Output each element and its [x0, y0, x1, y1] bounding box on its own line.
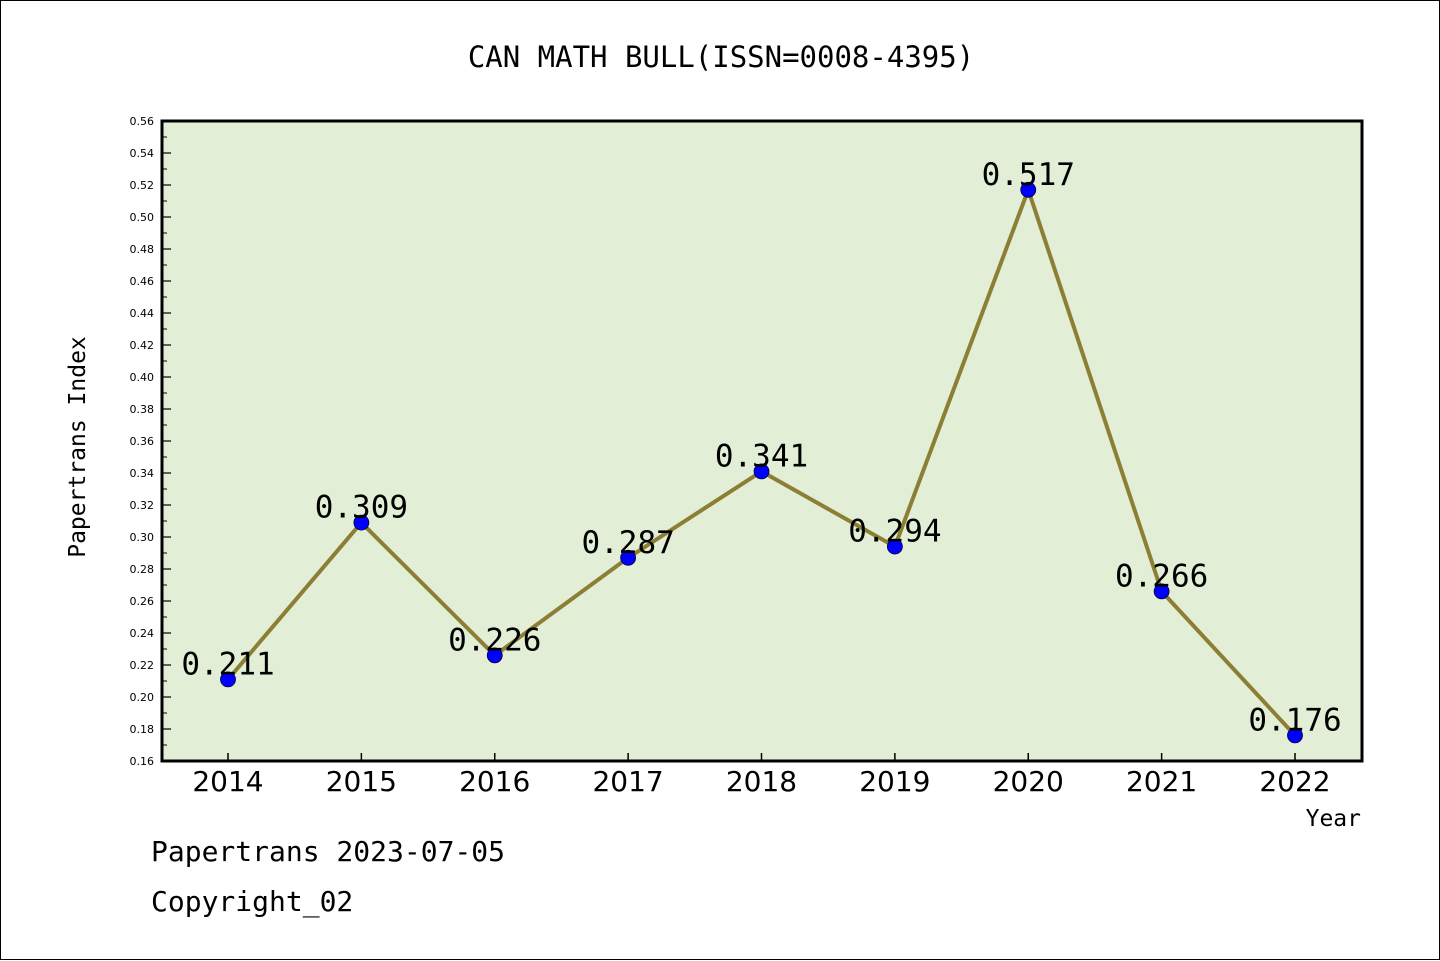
y-axis: 0.16 0.18 0.20 0.22 0.24 0.26 0.28 0.30 0.32 0.34…: [130, 115, 171, 768]
y-tick-label: 0.42: [130, 339, 155, 352]
y-tick-label: 0.38: [130, 403, 155, 416]
y-tick-label: 0.24: [130, 627, 155, 640]
x-tick-label: 2021: [1126, 765, 1197, 798]
y-tick-label: 0.34: [130, 467, 155, 480]
y-tick-label: 0.52: [130, 179, 155, 192]
y-tick-label: 0.54: [130, 147, 155, 160]
y-tick-label: 0.44: [130, 307, 155, 320]
data-point: [1153, 583, 1170, 600]
x-axis: 2014 2015 2016 2017 2018 2019 2020 2021 2022: [192, 753, 1331, 798]
x-tick-label: 2019: [859, 765, 930, 798]
y-tick-label: 0.56: [130, 115, 155, 128]
y-tick-label: 0.22: [130, 659, 155, 672]
y-axis-label: Papertrans Index: [65, 336, 91, 558]
data-point: [1287, 727, 1303, 744]
x-tick-label: 2015: [326, 765, 397, 798]
y-tick-label: 0.16: [130, 755, 155, 768]
footer-copyright: Copyright_02: [151, 885, 354, 918]
y-tick-label: 0.30: [130, 531, 155, 544]
footer-date: Papertrans 2023-07-05: [151, 835, 506, 868]
y-tick-label: 0.26: [130, 595, 155, 608]
y-tick-label: 0.46: [130, 275, 155, 288]
y-tick-label: 0.48: [130, 243, 155, 256]
data-label: 0.226: [448, 622, 541, 658]
data-labels: 0.211 0.309 0.226 0.287 0.341 0.294 0.517 0.266…: [181, 157, 1341, 739]
data-point: [486, 647, 503, 664]
x-tick-label: 2022: [1259, 765, 1330, 798]
x-tick-label: 2017: [592, 765, 663, 798]
y-tick-label: 0.32: [130, 499, 155, 512]
data-label: 0.294: [848, 514, 941, 550]
y-tick-label: 0.36: [130, 435, 155, 448]
series-group: [220, 181, 1303, 744]
y-tick-label: 0.28: [130, 563, 155, 576]
data-label: 0.211: [181, 646, 274, 682]
x-tick-label: 2018: [726, 765, 797, 798]
data-point: [220, 671, 236, 688]
data-label: 0.287: [581, 525, 674, 561]
x-tick-label: 2014: [192, 765, 263, 798]
data-point: [620, 549, 637, 566]
y-tick-label: 0.20: [130, 691, 155, 704]
data-label: 0.266: [1115, 558, 1208, 594]
x-axis-label: Year: [1306, 806, 1361, 832]
y-tick-label: 0.18: [130, 723, 155, 736]
data-label: 0.517: [982, 157, 1075, 193]
data-label: 0.176: [1248, 702, 1341, 738]
data-point: [353, 514, 370, 531]
data-point: [886, 538, 903, 555]
chart-title: CAN MATH BULL(ISSN=0008-4395): [468, 40, 974, 74]
y-tick-label: 0.50: [130, 211, 155, 224]
data-point: [753, 463, 770, 480]
data-point: [1020, 181, 1037, 198]
data-label: 0.341: [715, 438, 808, 474]
x-tick-label: 2016: [459, 765, 530, 798]
y-tick-label: 0.40: [130, 371, 155, 384]
data-label: 0.309: [315, 490, 408, 526]
plot-area: [160, 119, 1364, 763]
x-tick-label: 2020: [993, 765, 1064, 798]
